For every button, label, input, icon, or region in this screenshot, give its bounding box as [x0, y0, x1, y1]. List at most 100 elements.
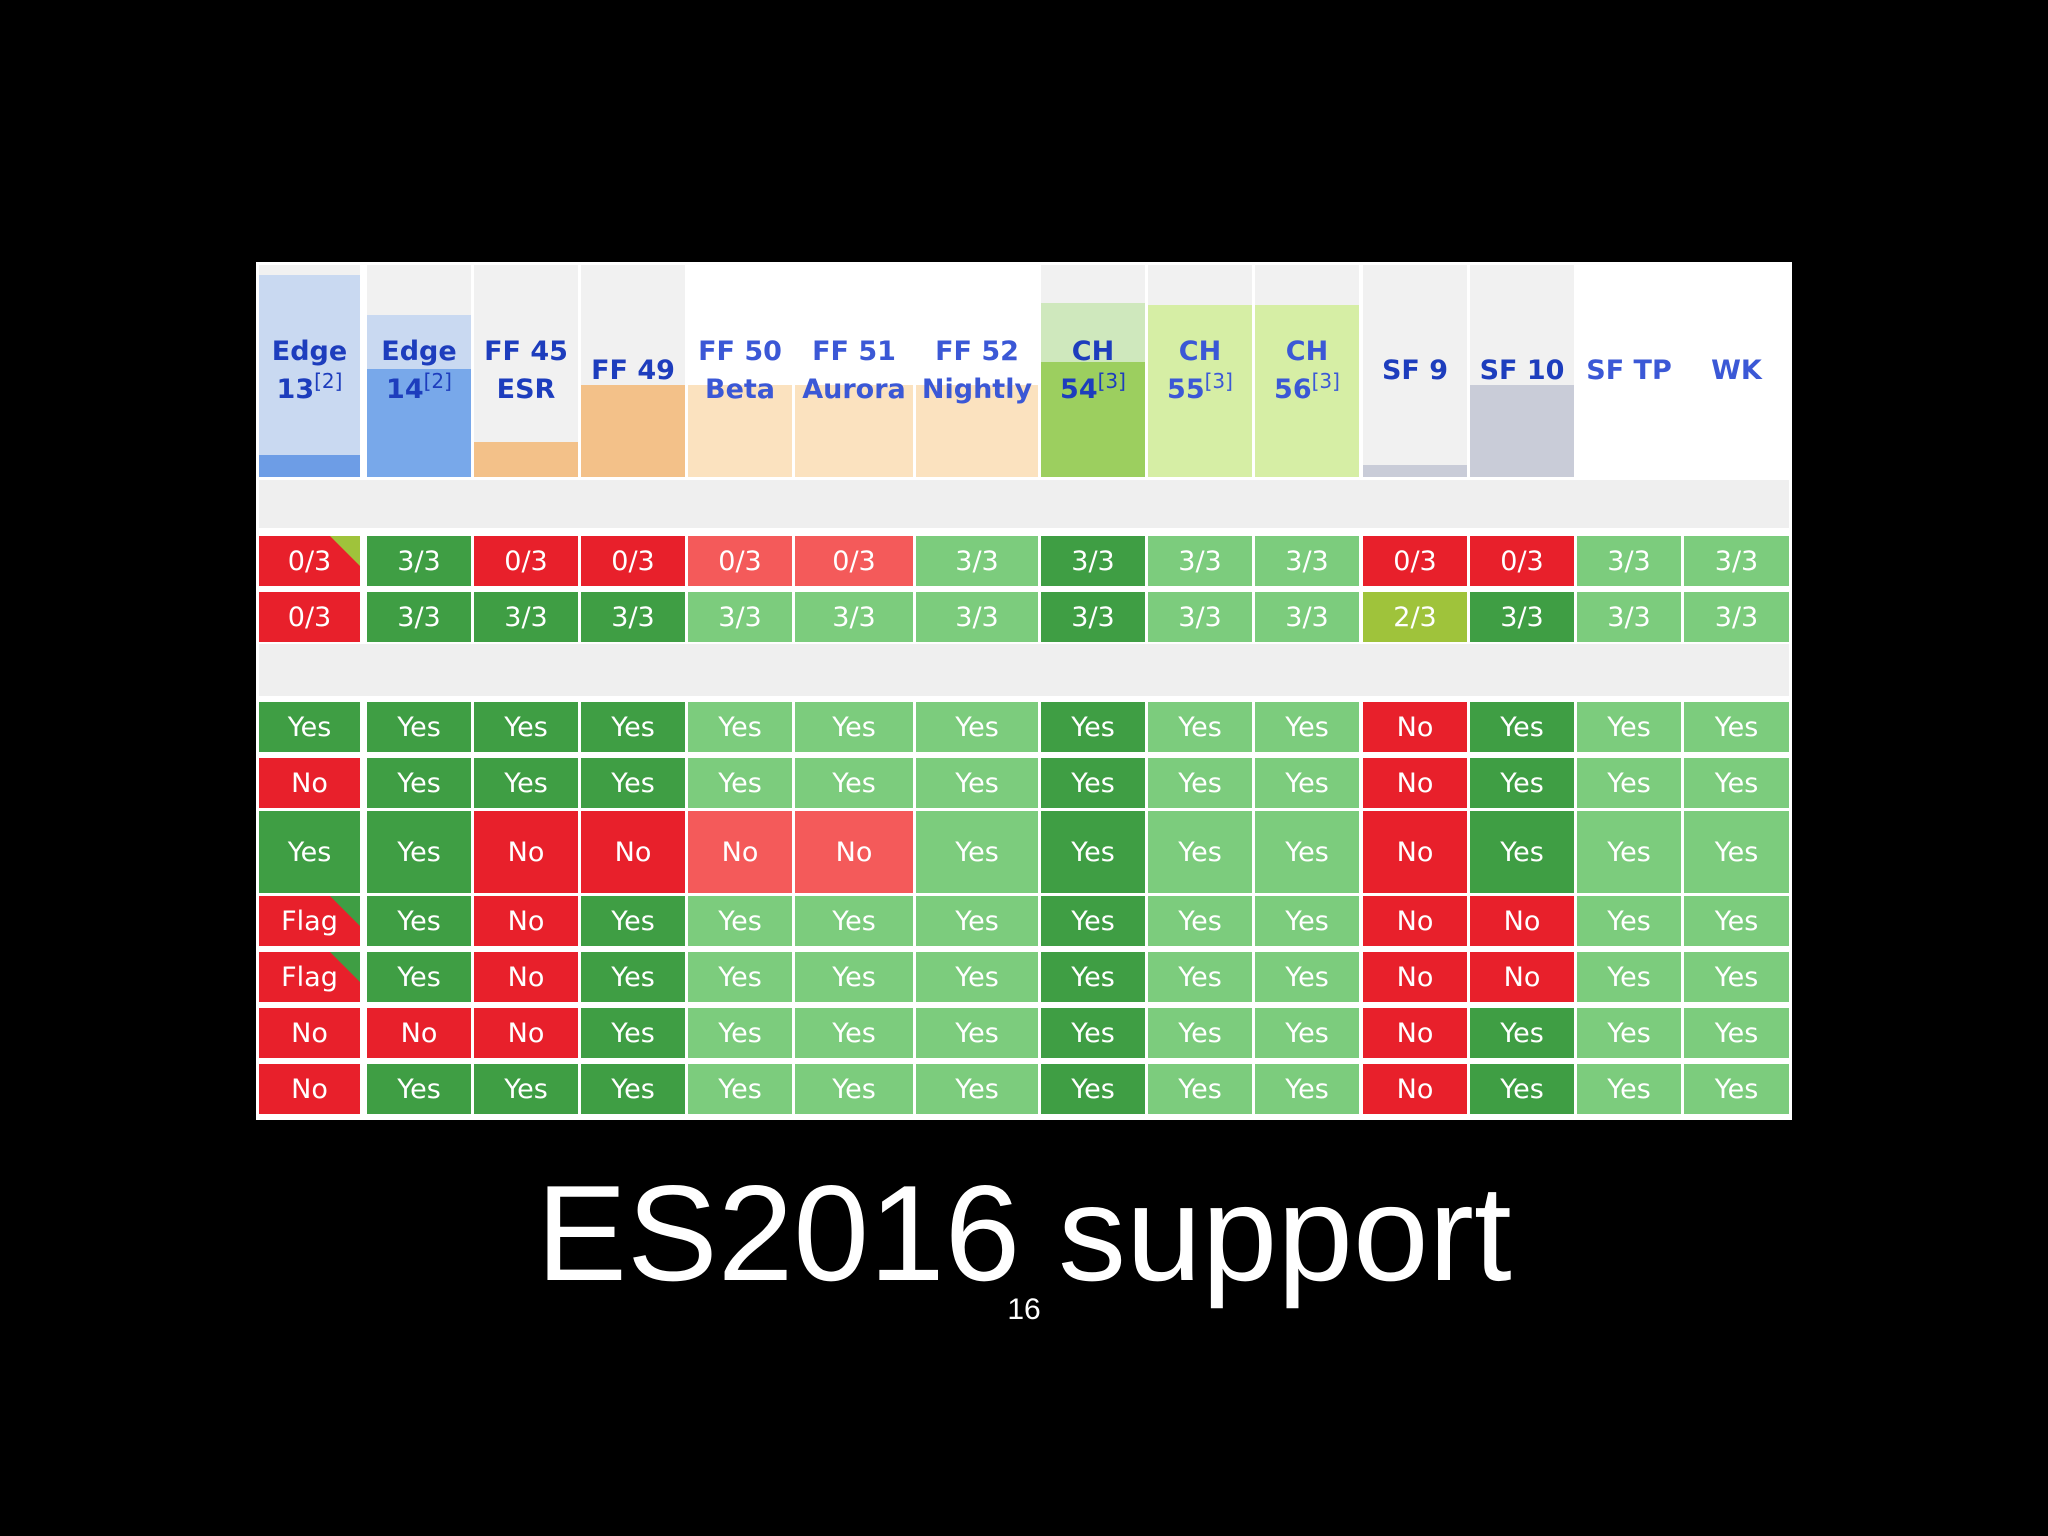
- result-cell[interactable]: Yes: [1684, 952, 1789, 1002]
- footnote-ref[interactable]: [3]: [1311, 368, 1340, 393]
- browser-label[interactable]: FF 52 Nightly: [916, 265, 1038, 477]
- result-cell[interactable]: Yes: [795, 758, 913, 808]
- result-cell[interactable]: Yes: [916, 758, 1038, 808]
- result-cell[interactable]: 0/3: [581, 536, 685, 586]
- result-cell[interactable]: Flag: [259, 896, 360, 946]
- result-cell[interactable]: Yes: [1041, 811, 1145, 893]
- browser-label[interactable]: FF 49: [581, 265, 685, 477]
- result-cell[interactable]: No: [1363, 1064, 1467, 1114]
- result-cell[interactable]: Yes: [1148, 811, 1252, 893]
- result-cell[interactable]: 3/3: [1684, 536, 1789, 586]
- result-cell[interactable]: Yes: [1577, 1008, 1681, 1058]
- result-cell[interactable]: 0/3: [688, 536, 792, 586]
- result-cell[interactable]: 0/3: [795, 536, 913, 586]
- result-cell[interactable]: 3/3: [1684, 592, 1789, 642]
- result-cell[interactable]: Yes: [1684, 702, 1789, 752]
- browser-label[interactable]: CH 56[3]: [1255, 265, 1359, 477]
- result-cell[interactable]: No: [795, 811, 913, 893]
- browser-label[interactable]: SF 10: [1470, 265, 1574, 477]
- result-cell[interactable]: Yes: [1255, 1064, 1359, 1114]
- result-cell[interactable]: No: [688, 811, 792, 893]
- result-cell[interactable]: Yes: [1041, 1008, 1145, 1058]
- result-cell[interactable]: Yes: [1577, 702, 1681, 752]
- result-cell[interactable]: 3/3: [474, 592, 578, 642]
- result-cell[interactable]: No: [474, 952, 578, 1002]
- result-cell[interactable]: Yes: [1470, 702, 1574, 752]
- browser-label[interactable]: Edge 14[2]: [367, 265, 471, 477]
- result-cell[interactable]: 3/3: [1041, 592, 1145, 642]
- result-cell[interactable]: 3/3: [1148, 592, 1252, 642]
- browser-label[interactable]: FF 51 Aurora: [795, 265, 913, 477]
- result-cell[interactable]: No: [1363, 758, 1467, 808]
- result-cell[interactable]: 3/3: [795, 592, 913, 642]
- result-cell[interactable]: Yes: [367, 811, 471, 893]
- result-cell[interactable]: Yes: [1470, 811, 1574, 893]
- result-cell[interactable]: Yes: [1255, 758, 1359, 808]
- result-cell[interactable]: Yes: [1470, 1064, 1574, 1114]
- result-cell[interactable]: 3/3: [581, 592, 685, 642]
- result-cell[interactable]: Yes: [916, 1008, 1038, 1058]
- result-cell[interactable]: Yes: [1041, 758, 1145, 808]
- result-cell[interactable]: No: [1470, 896, 1574, 946]
- result-cell[interactable]: Yes: [1470, 758, 1574, 808]
- result-cell[interactable]: Yes: [1684, 896, 1789, 946]
- result-cell[interactable]: Flag: [259, 952, 360, 1002]
- result-cell[interactable]: Yes: [688, 702, 792, 752]
- result-cell[interactable]: Yes: [1041, 1064, 1145, 1114]
- result-cell[interactable]: 2/3: [1363, 592, 1467, 642]
- result-cell[interactable]: 3/3: [1577, 592, 1681, 642]
- result-cell[interactable]: No: [1363, 1008, 1467, 1058]
- result-cell[interactable]: Yes: [581, 758, 685, 808]
- result-cell[interactable]: 3/3: [1041, 536, 1145, 586]
- result-cell[interactable]: Yes: [581, 702, 685, 752]
- result-cell[interactable]: Yes: [916, 1064, 1038, 1114]
- result-cell[interactable]: Yes: [581, 952, 685, 1002]
- browser-label[interactable]: SF TP: [1577, 265, 1681, 477]
- result-cell[interactable]: Yes: [1684, 1008, 1789, 1058]
- result-cell[interactable]: Yes: [1255, 1008, 1359, 1058]
- result-cell[interactable]: 3/3: [1470, 592, 1574, 642]
- footnote-ref[interactable]: [3]: [1097, 368, 1126, 393]
- result-cell[interactable]: Yes: [474, 702, 578, 752]
- result-cell[interactable]: Yes: [1148, 702, 1252, 752]
- result-cell[interactable]: Yes: [795, 702, 913, 752]
- result-cell[interactable]: Yes: [1148, 758, 1252, 808]
- result-cell[interactable]: Yes: [1577, 952, 1681, 1002]
- result-cell[interactable]: Yes: [1684, 811, 1789, 893]
- result-cell[interactable]: Yes: [1148, 896, 1252, 946]
- footnote-ref[interactable]: [2]: [423, 368, 452, 393]
- result-cell[interactable]: Yes: [1684, 758, 1789, 808]
- result-cell[interactable]: Yes: [916, 811, 1038, 893]
- result-cell[interactable]: Yes: [1255, 896, 1359, 946]
- result-cell[interactable]: No: [1363, 952, 1467, 1002]
- result-cell[interactable]: Yes: [581, 1008, 685, 1058]
- browser-label[interactable]: SF 9: [1363, 265, 1467, 477]
- result-cell[interactable]: 3/3: [1148, 536, 1252, 586]
- result-cell[interactable]: 0/3: [259, 592, 360, 642]
- result-cell[interactable]: No: [259, 1064, 360, 1114]
- result-cell[interactable]: Yes: [1470, 1008, 1574, 1058]
- result-cell[interactable]: Yes: [688, 758, 792, 808]
- result-cell[interactable]: Yes: [1255, 952, 1359, 1002]
- result-cell[interactable]: 3/3: [1255, 536, 1359, 586]
- result-cell[interactable]: Yes: [474, 1064, 578, 1114]
- result-cell[interactable]: 3/3: [367, 592, 471, 642]
- footnote-ref[interactable]: [2]: [314, 368, 343, 393]
- browser-label[interactable]: CH 54[3]: [1041, 265, 1145, 477]
- result-cell[interactable]: 3/3: [916, 536, 1038, 586]
- result-cell[interactable]: Yes: [1577, 758, 1681, 808]
- result-cell[interactable]: Yes: [688, 1008, 792, 1058]
- result-cell[interactable]: 0/3: [1363, 536, 1467, 586]
- result-cell[interactable]: 3/3: [688, 592, 792, 642]
- result-cell[interactable]: Yes: [1148, 952, 1252, 1002]
- result-cell[interactable]: No: [1363, 811, 1467, 893]
- browser-label[interactable]: FF 50 Beta: [688, 265, 792, 477]
- result-cell[interactable]: Yes: [581, 896, 685, 946]
- browser-label[interactable]: FF 45 ESR: [474, 265, 578, 477]
- result-cell[interactable]: Yes: [916, 702, 1038, 752]
- result-cell[interactable]: No: [1470, 952, 1574, 1002]
- result-cell[interactable]: No: [474, 1008, 578, 1058]
- result-cell[interactable]: 3/3: [1255, 592, 1359, 642]
- result-cell[interactable]: Yes: [1148, 1064, 1252, 1114]
- result-cell[interactable]: No: [581, 811, 685, 893]
